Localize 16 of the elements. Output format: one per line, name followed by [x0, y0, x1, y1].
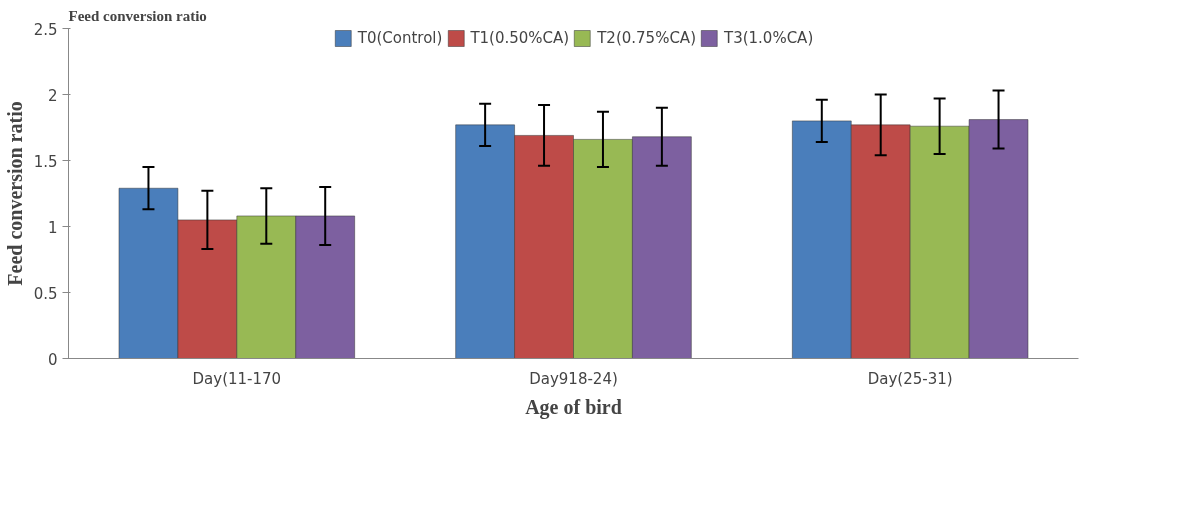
y-tick-label: 0 — [47, 350, 58, 369]
y-tick-label: 2.5 — [33, 20, 58, 39]
y-tick-label: 0.5 — [33, 284, 58, 303]
chart-title: Feed conversion ratio — [68, 7, 207, 24]
x-tick-label: Day918-24) — [529, 369, 618, 388]
legend-label: T3(1.0%CA) — [723, 29, 814, 47]
legend-label: T0(Control) — [357, 29, 443, 47]
legend-label: T2(0.75%CA) — [597, 29, 696, 47]
x-tick-label: Day(25-31) — [867, 369, 953, 388]
legend-label: T1(0.50%CA) — [470, 29, 570, 47]
x-axis-title: Age of bird — [525, 395, 622, 419]
y-tick-label: 1 — [47, 218, 58, 237]
y-tick-label: 2 — [47, 86, 58, 105]
y-axis-title: Feed conversion ratio — [3, 101, 26, 286]
x-tick-label: Day(11-170 — [192, 369, 282, 388]
y-tick-label: 1.5 — [33, 152, 58, 171]
